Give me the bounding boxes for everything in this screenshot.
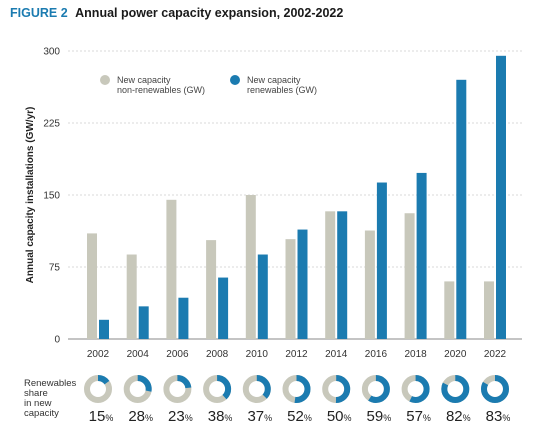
bar-non-renewables	[325, 211, 336, 339]
legend-non-renewables-marker	[100, 75, 110, 85]
bar-non-renewables	[166, 199, 177, 339]
bar-renewables	[218, 277, 229, 339]
x-tick-label: 2020	[444, 349, 467, 360]
bar-renewables	[99, 319, 109, 339]
bar-renewables	[456, 79, 467, 340]
donut-renewables-share	[123, 375, 152, 403]
donut-renewables-share	[401, 375, 430, 403]
share-percent: 83%	[486, 408, 511, 425]
share-percent: 82%	[446, 408, 471, 425]
y-tick-label: 150	[43, 191, 60, 202]
y-tick-label: 300	[43, 47, 60, 58]
bar-non-renewables	[206, 240, 217, 339]
share-percent: 59%	[367, 408, 392, 425]
share-percent: 23%	[168, 408, 193, 425]
x-tick-label: 2016	[365, 349, 388, 360]
x-tick-label: 2004	[127, 349, 150, 360]
y-tick-label: 225	[43, 119, 60, 130]
x-tick-label: 2012	[285, 349, 308, 360]
share-percent: 37%	[247, 408, 272, 425]
x-tick-label: 2006	[166, 349, 189, 360]
x-tick-label: 2010	[246, 349, 269, 360]
bar-non-renewables	[404, 213, 415, 339]
legend-non-renewables-line1: New capacity	[117, 75, 171, 85]
bar-renewables	[337, 211, 348, 339]
y-axis-title: Annual capacity installations (GW/yr)	[25, 107, 36, 284]
bar-renewables	[376, 182, 387, 339]
donut-renewables-share	[282, 375, 311, 403]
donut-renewables-share	[242, 375, 271, 403]
y-tick-label: 75	[49, 263, 61, 274]
bar-non-renewables	[444, 281, 455, 339]
bar-non-renewables	[126, 254, 137, 339]
figure-title-text: Annual power capacity expansion, 2002-20…	[75, 6, 344, 20]
legend-non-renewables-line2: non-renewables (GW)	[117, 85, 205, 95]
bar-renewables	[178, 297, 189, 339]
bar-non-renewables	[364, 230, 375, 339]
share-percent: 28%	[128, 408, 153, 425]
x-tick-label: 2018	[404, 349, 427, 360]
share-percent: 52%	[287, 408, 312, 425]
donut-renewables-share	[441, 375, 470, 403]
bar-non-renewables	[285, 239, 296, 339]
donut-renewables-share	[163, 375, 192, 403]
renewables-share-label: Renewables share in new capacity	[24, 378, 77, 419]
x-tick-label: 2022	[484, 349, 507, 360]
legend-renewables-marker	[230, 75, 240, 85]
figure-title: FIGURE 2 Annual power capacity expansion…	[10, 6, 343, 20]
bar-non-renewables	[87, 233, 97, 339]
share-percent: 57%	[406, 408, 431, 425]
share-percent: 50%	[327, 408, 352, 425]
x-tick-label: 2008	[206, 349, 229, 360]
donut-renewables-share	[322, 375, 351, 403]
legend-renewables-line2: renewables (GW)	[247, 85, 317, 95]
share-percent: 38%	[208, 408, 233, 425]
figure-label: FIGURE 2	[10, 6, 68, 20]
bar-renewables	[496, 55, 506, 340]
bar-non-renewables	[245, 195, 256, 339]
bar-renewables	[138, 306, 149, 339]
x-tick-label: 2014	[325, 349, 348, 360]
donut-renewables-share	[481, 375, 509, 403]
legend-renewables-line1: New capacity	[247, 75, 301, 85]
y-tick-label: 0	[54, 335, 60, 346]
bar-renewables	[257, 254, 268, 339]
donut-renewables-share	[203, 375, 232, 403]
share-percent: 15%	[89, 408, 114, 425]
donut-renewables-share	[84, 375, 112, 403]
x-tick-label: 2002	[87, 349, 110, 360]
bar-renewables	[416, 172, 427, 339]
bar-renewables	[297, 229, 308, 339]
bar-non-renewables	[484, 281, 494, 339]
donut-renewables-share	[361, 375, 390, 403]
